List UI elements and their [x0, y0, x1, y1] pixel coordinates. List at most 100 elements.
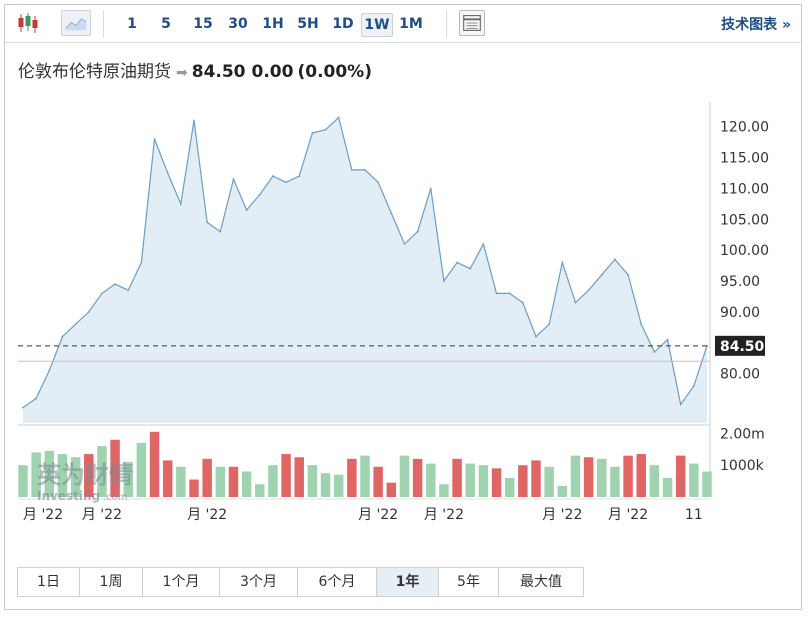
technical-chart-link[interactable]: 技术图表 »: [721, 14, 791, 34]
timeframe-5[interactable]: 5: [161, 16, 171, 32]
volume-bar: [386, 482, 397, 497]
volume-bar: [123, 462, 133, 497]
volume-bar: [373, 466, 383, 497]
price-point: [482, 243, 485, 245]
price-chart[interactable]: 80.00 90.00 95.00 100.00 105.00 110.00 115.00 1…: [5, 90, 801, 570]
range-selector: 1日 1周 1个月 3个月 6个月 1年 5年 最大值: [17, 567, 584, 597]
volume-bar: [478, 465, 489, 497]
volume-bar: [57, 454, 68, 497]
volume-bar: [136, 442, 147, 497]
price-point: [390, 212, 393, 215]
volume-bar: [347, 458, 357, 497]
last-price-tag: [715, 335, 765, 356]
price-point: [311, 131, 314, 134]
chart-toolbar: 1 5 15 30 1H 5H 1D 1W 1M 技术图表 »: [5, 5, 801, 43]
y-tick-label: 120.00: [720, 120, 769, 136]
x-tick-label: 月 '22: [23, 507, 63, 523]
price-point: [166, 172, 169, 174]
candlestick-icon[interactable]: [15, 10, 41, 36]
volume-bar: [333, 474, 344, 497]
volume-bar: [662, 477, 673, 497]
volume-bar: [439, 484, 449, 497]
price-point: [692, 385, 695, 387]
x-tick-label: 月 '22: [358, 507, 398, 523]
volume-bar: [215, 466, 226, 497]
price-point: [245, 209, 248, 211]
x-tick-label: 月 '22: [187, 507, 227, 523]
range-button-1[interactable]: 1周: [80, 568, 143, 596]
double-chevron-right-icon: »: [781, 17, 791, 33]
area-chart-icon[interactable]: [61, 10, 91, 36]
timeframe-1[interactable]: 1: [127, 16, 137, 32]
timeframe-1m[interactable]: 1M: [399, 16, 423, 32]
volume-bar: [18, 465, 28, 497]
price-point: [114, 283, 116, 286]
price-point: [74, 323, 77, 326]
price-change-percent: (0.00%): [297, 62, 372, 82]
x-tick-label: 月 '22: [542, 507, 582, 523]
watermark-en: Investing: [37, 489, 100, 503]
volume-bar: [294, 457, 304, 497]
range-button-4[interactable]: 6个月: [298, 568, 377, 596]
price-point: [666, 338, 669, 341]
volume-bar: [544, 466, 554, 497]
last-price-tag-label: 84.50: [720, 339, 765, 355]
volume-bar: [702, 471, 712, 497]
timeframe-1w[interactable]: 1W: [361, 13, 393, 37]
volume-bar: [583, 457, 594, 497]
volume-bar: [570, 455, 581, 497]
table-icon[interactable]: [459, 10, 485, 36]
range-button-7[interactable]: 最大值: [520, 574, 562, 590]
price-point: [548, 323, 551, 326]
chart-widget: 1 5 15 30 1H 5H 1D 1W 1M 技术图表 » 伦敦布伦特原油期货 ➡ 84.50 0…: [4, 4, 802, 610]
price-point: [416, 230, 419, 233]
volume-bar: [189, 479, 199, 497]
price-point: [377, 181, 380, 184]
price-point: [679, 403, 682, 406]
y-tick-label: 95.00: [720, 274, 760, 290]
timeframe-30[interactable]: 30: [228, 16, 248, 32]
price-point: [403, 243, 406, 245]
price-point: [495, 292, 498, 295]
timeframe-1d[interactable]: 1D: [332, 16, 354, 32]
toolbar-divider: [103, 10, 104, 38]
x-tick-label: 月 '22: [608, 507, 648, 523]
price-point: [324, 128, 327, 131]
price-point: [443, 280, 445, 282]
volume-bar: [281, 454, 291, 497]
range-button-2[interactable]: 1个月: [143, 568, 220, 596]
volume-bar: [412, 458, 423, 497]
y-tick-label: 115.00: [720, 151, 769, 167]
price-point: [508, 292, 511, 295]
x-tick-label: 11: [685, 507, 703, 523]
volume-bar: [110, 439, 120, 497]
price-point: [219, 230, 222, 233]
volume-bar: [452, 458, 462, 497]
range-button-5[interactable]: 1年: [377, 568, 439, 596]
range-button-0[interactable]: 1日: [18, 568, 80, 596]
range-button-6[interactable]: 5年: [439, 568, 499, 596]
x-tick-label: 月 '22: [82, 507, 122, 523]
price-point: [101, 292, 103, 295]
y-tick-label: 110.00: [720, 181, 769, 197]
timeframe-15[interactable]: 15: [193, 16, 213, 32]
volume-bar: [97, 446, 107, 497]
volume-bar: [399, 455, 410, 497]
timeframe-5h[interactable]: 5H: [297, 16, 319, 32]
price-point: [614, 258, 616, 261]
volume-bar: [465, 463, 475, 497]
y-tick-label: 105.00: [720, 212, 769, 228]
volume-bar: [241, 471, 252, 497]
watermark-cn: 英为财情: [37, 461, 133, 489]
volume-bar: [689, 463, 699, 497]
volume-bar: [557, 485, 568, 497]
range-button-3[interactable]: 3个月: [220, 568, 298, 596]
price-point: [285, 181, 287, 184]
price-point: [640, 323, 643, 326]
timeframe-1h[interactable]: 1H: [262, 16, 284, 32]
volume-bar: [636, 454, 646, 497]
volume-bar: [31, 452, 41, 497]
price-point: [232, 178, 235, 181]
price-point: [272, 175, 274, 177]
volume-bar: [307, 465, 318, 497]
